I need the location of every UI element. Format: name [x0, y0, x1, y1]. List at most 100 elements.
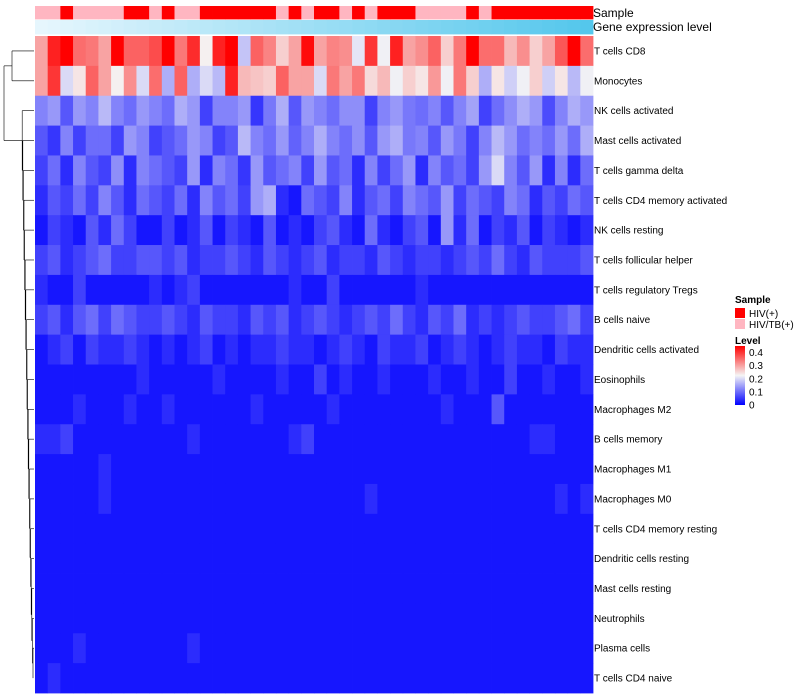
heatmap-cell — [554, 245, 569, 276]
heatmap-cell — [339, 125, 353, 156]
heatmap-cell — [98, 543, 112, 574]
heatmap-cell — [73, 65, 87, 97]
heatmap-cell — [149, 394, 163, 425]
heatmap-cell — [314, 125, 328, 156]
heatmap-cell — [263, 483, 277, 515]
sample-annotation-cell — [161, 6, 175, 20]
heatmap-cell — [111, 483, 125, 515]
heatmap-cell — [161, 603, 175, 634]
heatmap-cell — [516, 215, 530, 246]
heatmap-cell — [504, 95, 518, 126]
heatmap-cell — [580, 304, 594, 336]
heatmap-cell — [199, 603, 213, 634]
heatmap-cell — [288, 663, 302, 694]
heatmap-cell — [187, 394, 201, 425]
heatmap-cell — [516, 573, 530, 604]
heatmap-cell — [288, 334, 302, 365]
heatmap-cell — [580, 125, 594, 156]
heatmap-cell — [123, 364, 137, 395]
heatmap-cell — [440, 394, 454, 425]
heatmap-cell — [554, 185, 569, 216]
heatmap-cell — [440, 483, 454, 515]
heatmap-cell — [390, 543, 404, 574]
heatmap-cell — [504, 65, 518, 97]
sample-annotation-cell — [453, 6, 467, 20]
heatmap-cell — [364, 364, 378, 395]
heatmap-cell — [491, 424, 505, 455]
heatmap-cell — [352, 603, 366, 634]
heatmap-cell — [415, 95, 429, 126]
heatmap-cell — [60, 245, 74, 276]
heatmap-cell — [567, 155, 581, 186]
heatmap-cell — [364, 36, 378, 67]
heatmap-cell — [35, 155, 49, 186]
heatmap-cell — [47, 185, 61, 216]
heatmap-cell — [212, 36, 226, 67]
heatmap-cell — [136, 65, 150, 97]
heatmap-cell — [85, 364, 99, 395]
heatmap-cell — [85, 543, 99, 574]
heatmap-cell — [149, 65, 163, 97]
heatmap-cell — [60, 65, 74, 97]
heatmap-cell — [187, 245, 201, 276]
heatmap-cell — [136, 274, 150, 306]
expression-annotation-cell — [250, 20, 264, 35]
heatmap-cell — [161, 633, 175, 664]
heatmap-cell — [453, 394, 467, 425]
heatmap-cell — [85, 394, 99, 425]
legend-label-hivtb: HIV/TB(+) — [749, 320, 794, 331]
heatmap-cell — [516, 454, 530, 485]
heatmap-cell — [35, 633, 49, 664]
heatmap-cell — [364, 424, 378, 455]
heatmap-cell — [542, 454, 556, 485]
heatmap-cell — [250, 304, 264, 336]
heatmap-cell — [529, 483, 543, 515]
heatmap-cell — [263, 394, 277, 425]
heatmap-cell — [98, 36, 112, 67]
row-label: Dendritic cells activated — [594, 345, 699, 356]
expression-annotation-cell — [85, 20, 99, 35]
heatmap-cell — [111, 274, 125, 306]
heatmap-cell — [428, 633, 442, 664]
heatmap-cell — [288, 424, 302, 455]
expression-annotation-cell — [111, 20, 125, 35]
heatmap-cell — [35, 65, 49, 97]
heatmap-cell — [263, 36, 277, 67]
heatmap-cell — [237, 334, 251, 365]
heatmap-cell — [491, 155, 505, 186]
expression-annotation-cell — [187, 20, 201, 35]
heatmap-cell — [275, 483, 290, 515]
sample-annotation-cell — [136, 6, 150, 20]
heatmap-cell — [111, 215, 125, 246]
heatmap-cell — [428, 125, 442, 156]
heatmap-cell — [352, 304, 366, 336]
heatmap-cell — [60, 424, 74, 455]
heatmap-cell — [288, 364, 302, 395]
heatmap-cell — [85, 125, 99, 156]
heatmap-cell — [453, 36, 467, 67]
expression-annotation-cell — [199, 20, 213, 35]
heatmap-cell — [390, 125, 404, 156]
heatmap-cell — [225, 573, 239, 604]
heatmap-cell — [237, 304, 251, 336]
heatmap-cell — [225, 424, 239, 455]
heatmap-cell — [47, 334, 61, 365]
row-label: T cells gamma delta — [594, 166, 684, 177]
heatmap-cell — [504, 304, 518, 336]
heatmap-cell — [440, 95, 454, 126]
heatmap-cell — [491, 663, 505, 694]
heatmap-cell — [415, 274, 429, 306]
expression-annotation-cell — [415, 20, 429, 35]
heatmap-cell — [35, 125, 49, 156]
heatmap-cell — [199, 304, 213, 336]
heatmap-cell — [390, 663, 404, 694]
heatmap-cell — [199, 36, 213, 67]
heatmap-cell — [225, 633, 239, 664]
heatmap-cell — [529, 125, 543, 156]
expression-annotation-cell — [478, 20, 492, 35]
heatmap-cell — [339, 95, 353, 126]
heatmap-cell — [415, 573, 429, 604]
sample-annotation-cell — [35, 6, 49, 20]
heatmap-cell — [453, 274, 467, 306]
heatmap-cell — [111, 513, 125, 545]
